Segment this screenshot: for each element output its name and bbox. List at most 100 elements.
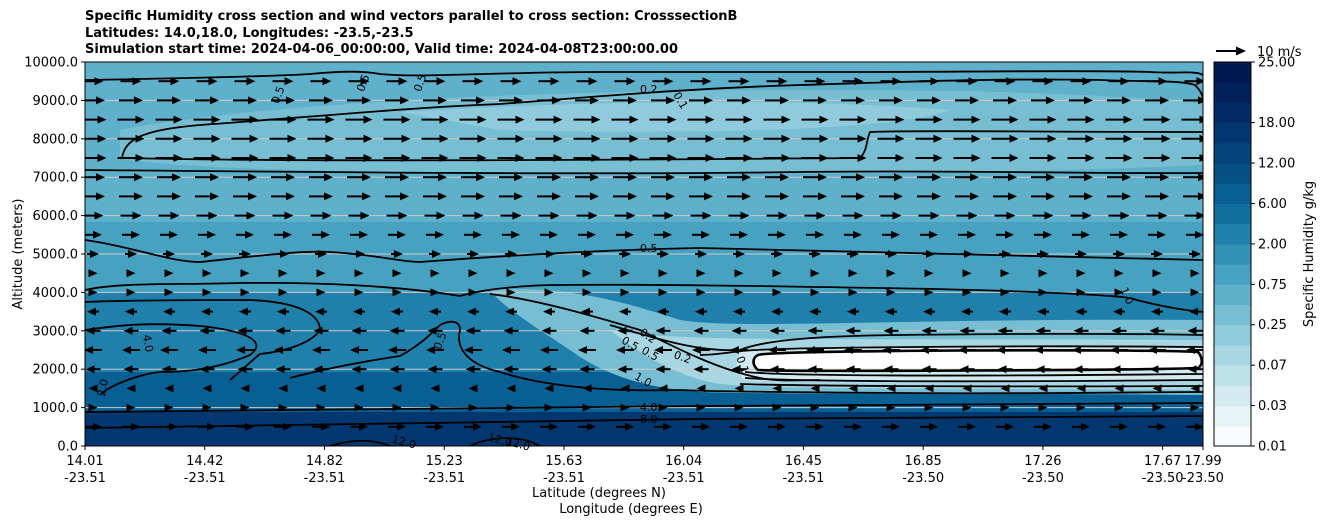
wind-vector (427, 326, 443, 335)
wind-vector (924, 384, 934, 393)
wind-vector (354, 384, 364, 393)
wind-vector-head (1123, 115, 1133, 124)
wind-vector-head (1073, 365, 1083, 374)
wind-vector (581, 307, 593, 316)
wind-vector (848, 288, 858, 297)
wind-vector-head (816, 211, 826, 220)
wind-vector (1073, 326, 1089, 335)
wind-vector (655, 365, 671, 374)
wind-vector (459, 134, 487, 143)
wind-vector (122, 346, 140, 354)
wind-vector (389, 326, 405, 335)
wind-vector-head (850, 250, 859, 258)
wind-vector (1031, 192, 1055, 201)
wind-vector-head (1148, 346, 1157, 354)
wind-vector (616, 346, 634, 354)
wind-vector-head (553, 134, 563, 143)
wind-vector (582, 403, 592, 412)
wind-vector (1034, 230, 1052, 239)
wind-vector (277, 250, 289, 258)
wind-vector (1076, 269, 1086, 278)
colorbar-frame (1213, 61, 1252, 447)
wind-vector-head (239, 307, 248, 316)
wind-vector (502, 422, 520, 431)
wind-vector (345, 154, 373, 162)
colorbar-segment (1214, 223, 1251, 245)
wind-vector (803, 96, 827, 105)
wind-vector-head (131, 230, 140, 239)
wind-vector-head (544, 288, 554, 297)
wind-vector (725, 115, 753, 124)
wind-vector-head (211, 154, 221, 162)
wind-vector-head (324, 173, 333, 182)
wind-vector (499, 173, 523, 182)
wind-vector (499, 192, 523, 201)
wind-vector (233, 173, 257, 182)
wind-vector-head (1114, 403, 1124, 412)
wind-vector (611, 134, 639, 143)
colorbar-label: Specific Humidity g/kg (1302, 181, 1317, 327)
wind-vector-head (932, 173, 941, 182)
wind-vector (576, 211, 598, 220)
wind-vector (271, 96, 295, 105)
wind-vector (426, 230, 444, 239)
wind-vector-head (628, 96, 637, 105)
wind-vector (844, 346, 862, 354)
wind-vector-head (701, 230, 710, 239)
wind-vector-head (123, 326, 133, 335)
wind-vector (1075, 307, 1087, 316)
wind-vector-head (506, 269, 516, 278)
wind-vector (1113, 307, 1125, 316)
wind-vector (880, 211, 902, 220)
wind-vector (955, 192, 979, 201)
wind-vector-head (199, 326, 209, 335)
wind-vector-head (325, 154, 335, 162)
wind-vector (769, 326, 785, 335)
wind-vector-head (208, 77, 218, 86)
wind-vector (1067, 154, 1095, 162)
wind-vector-head (438, 173, 447, 182)
wind-vector (611, 115, 639, 124)
wind-vector (351, 365, 367, 374)
wind-vector-head (1038, 384, 1048, 393)
colorbar-segment (1214, 82, 1251, 103)
wind-vector (801, 154, 829, 162)
wind-vector (1152, 288, 1162, 297)
wind-vector-head (883, 326, 893, 335)
wind-vector (695, 307, 707, 316)
wind-vector (1037, 250, 1049, 258)
wind-vector (278, 384, 288, 393)
wind-vector (423, 192, 447, 201)
wind-vector (689, 173, 713, 182)
wind-vector-head (1189, 307, 1198, 316)
wind-vector (429, 307, 441, 316)
wind-vector (1110, 346, 1128, 354)
wind-vector (427, 365, 443, 374)
wind-vector-head (1078, 250, 1087, 258)
wind-vector-head (173, 115, 183, 124)
wind-vector (271, 173, 295, 182)
wind-vector (537, 192, 561, 201)
wind-vector (733, 250, 745, 258)
wind-vector (1181, 134, 1203, 143)
wind-vector (1034, 346, 1052, 354)
wind-vector (649, 115, 677, 124)
wind-vector-head (546, 250, 555, 258)
wind-vector (953, 134, 981, 143)
wind-vector (353, 250, 365, 258)
wind-vector (953, 154, 981, 162)
wind-vector-head (468, 384, 478, 393)
wind-vector (506, 403, 516, 412)
wind-vector-head (249, 134, 259, 143)
wind-vector-head (895, 115, 905, 124)
wind-vector (1111, 326, 1127, 335)
wind-vector-head (666, 192, 675, 201)
wind-vector (386, 211, 408, 220)
wind-vector (879, 173, 903, 182)
wind-vector-head (400, 96, 409, 105)
wind-vector-head (1190, 288, 1200, 297)
wind-vector (765, 192, 789, 201)
wind-vector-head (731, 326, 741, 335)
wind-vector (307, 154, 335, 162)
wind-vector-head (1122, 192, 1131, 201)
